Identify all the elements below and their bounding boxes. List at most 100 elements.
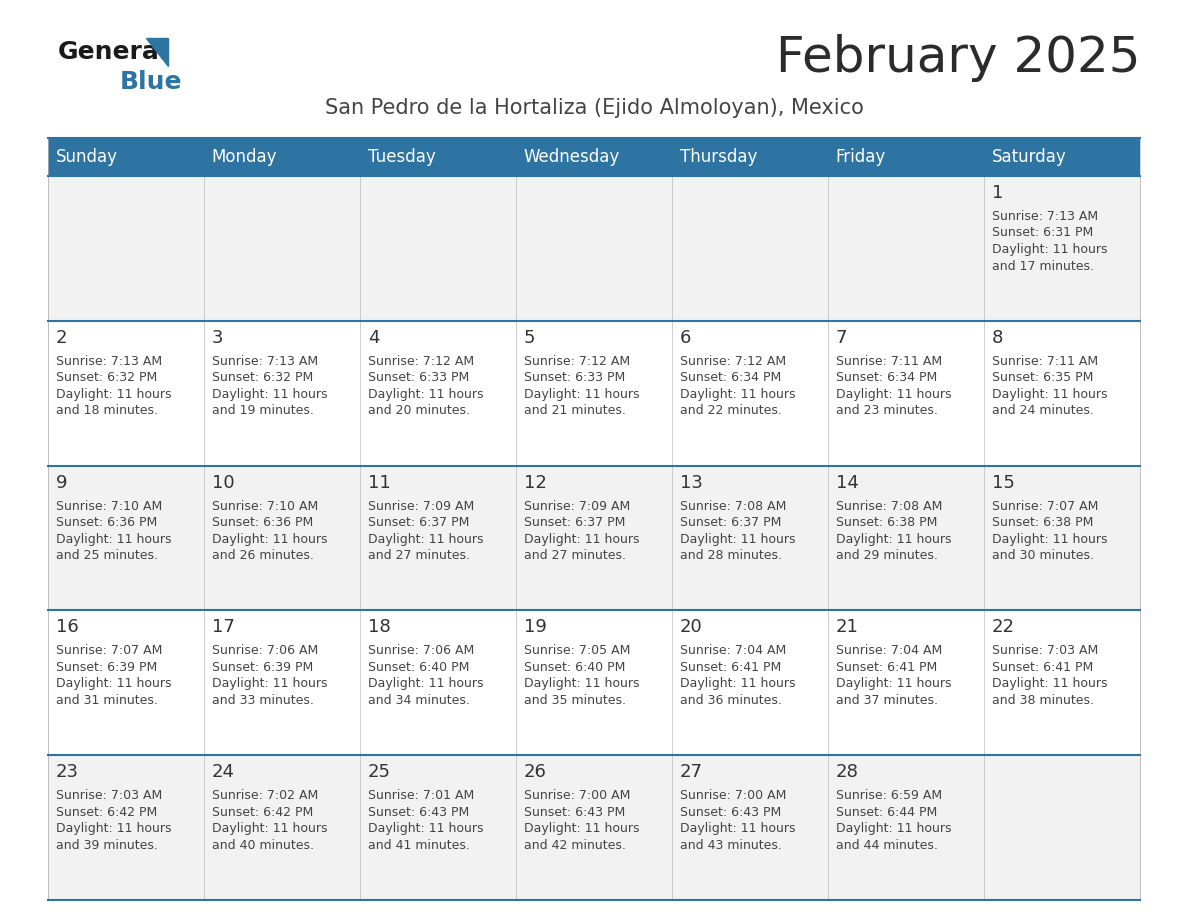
Bar [48, 176, 204, 320]
Text: 20: 20 [680, 619, 702, 636]
Text: and 36 minutes.: and 36 minutes. [680, 694, 782, 707]
Text: Sunset: 6:39 PM: Sunset: 6:39 PM [56, 661, 157, 674]
Text: 9: 9 [56, 474, 68, 492]
Text: 4: 4 [368, 329, 379, 347]
Text: Daylight: 11 hours: Daylight: 11 hours [992, 387, 1107, 401]
Text: and 19 minutes.: and 19 minutes. [211, 404, 314, 418]
Text: 10: 10 [211, 474, 234, 492]
Bar [828, 320, 984, 465]
Text: Sunset: 6:32 PM: Sunset: 6:32 PM [211, 371, 314, 385]
Text: 21: 21 [836, 619, 859, 636]
Text: Sunrise: 7:05 AM: Sunrise: 7:05 AM [524, 644, 630, 657]
Text: Sunrise: 7:02 AM: Sunrise: 7:02 AM [211, 789, 318, 802]
Bar [672, 465, 828, 610]
Text: Sunset: 6:38 PM: Sunset: 6:38 PM [836, 516, 937, 529]
Bar [672, 320, 828, 465]
Text: 11: 11 [368, 474, 391, 492]
Text: Daylight: 11 hours: Daylight: 11 hours [368, 823, 484, 835]
Text: Sunset: 6:34 PM: Sunset: 6:34 PM [680, 371, 781, 385]
Text: Daylight: 11 hours: Daylight: 11 hours [368, 677, 484, 690]
Text: and 40 minutes.: and 40 minutes. [211, 839, 314, 852]
Bar [516, 138, 672, 176]
Text: February 2025: February 2025 [776, 34, 1140, 82]
Text: and 44 minutes.: and 44 minutes. [836, 839, 937, 852]
Text: Daylight: 11 hours: Daylight: 11 hours [211, 677, 328, 690]
Text: 24: 24 [211, 763, 235, 781]
Text: Tuesday: Tuesday [368, 148, 436, 166]
Text: San Pedro de la Hortaliza (Ejido Almoloyan), Mexico: San Pedro de la Hortaliza (Ejido Almoloy… [324, 98, 864, 118]
Text: Sunset: 6:42 PM: Sunset: 6:42 PM [56, 806, 157, 819]
Bar [204, 610, 360, 756]
Bar [516, 176, 672, 320]
Text: Sunset: 6:33 PM: Sunset: 6:33 PM [524, 371, 625, 385]
Text: Sunrise: 7:08 AM: Sunrise: 7:08 AM [836, 499, 942, 512]
Text: Sunrise: 7:12 AM: Sunrise: 7:12 AM [524, 354, 630, 368]
Text: and 39 minutes.: and 39 minutes. [56, 839, 158, 852]
Text: 25: 25 [368, 763, 391, 781]
Text: Sunset: 6:44 PM: Sunset: 6:44 PM [836, 806, 937, 819]
Text: Daylight: 11 hours: Daylight: 11 hours [680, 387, 795, 401]
Text: 14: 14 [836, 474, 859, 492]
Polygon shape [146, 38, 168, 66]
Text: 3: 3 [211, 329, 223, 347]
Text: Sunset: 6:41 PM: Sunset: 6:41 PM [992, 661, 1093, 674]
Text: and 37 minutes.: and 37 minutes. [836, 694, 937, 707]
Text: and 28 minutes.: and 28 minutes. [680, 549, 782, 562]
Bar [828, 465, 984, 610]
Text: Daylight: 11 hours: Daylight: 11 hours [992, 532, 1107, 545]
Bar [204, 465, 360, 610]
Bar [204, 320, 360, 465]
Bar [360, 138, 516, 176]
Bar [984, 465, 1140, 610]
Text: Daylight: 11 hours: Daylight: 11 hours [56, 823, 171, 835]
Text: 26: 26 [524, 763, 546, 781]
Text: Daylight: 11 hours: Daylight: 11 hours [680, 823, 795, 835]
Text: 5: 5 [524, 329, 536, 347]
Text: Sunrise: 7:12 AM: Sunrise: 7:12 AM [368, 354, 474, 368]
Text: 15: 15 [992, 474, 1015, 492]
Text: Friday: Friday [836, 148, 886, 166]
Text: Saturday: Saturday [992, 148, 1067, 166]
Text: Sunday: Sunday [56, 148, 118, 166]
Bar [516, 320, 672, 465]
Text: Daylight: 11 hours: Daylight: 11 hours [56, 677, 171, 690]
Text: 12: 12 [524, 474, 546, 492]
Bar [360, 756, 516, 900]
Text: Daylight: 11 hours: Daylight: 11 hours [836, 387, 952, 401]
Text: Daylight: 11 hours: Daylight: 11 hours [680, 677, 795, 690]
Bar [672, 756, 828, 900]
Text: Daylight: 11 hours: Daylight: 11 hours [836, 677, 952, 690]
Text: Daylight: 11 hours: Daylight: 11 hours [524, 677, 639, 690]
Text: and 41 minutes.: and 41 minutes. [368, 839, 469, 852]
Bar [204, 138, 360, 176]
Text: and 35 minutes.: and 35 minutes. [524, 694, 626, 707]
Text: Daylight: 11 hours: Daylight: 11 hours [524, 532, 639, 545]
Text: and 42 minutes.: and 42 minutes. [524, 839, 626, 852]
Text: and 25 minutes.: and 25 minutes. [56, 549, 158, 562]
Text: and 26 minutes.: and 26 minutes. [211, 549, 314, 562]
Text: Sunrise: 7:11 AM: Sunrise: 7:11 AM [992, 354, 1098, 368]
Text: Sunset: 6:37 PM: Sunset: 6:37 PM [368, 516, 469, 529]
Text: Sunrise: 7:13 AM: Sunrise: 7:13 AM [56, 354, 162, 368]
Bar [828, 176, 984, 320]
Text: Sunset: 6:31 PM: Sunset: 6:31 PM [992, 227, 1093, 240]
Text: Sunrise: 7:13 AM: Sunrise: 7:13 AM [992, 210, 1098, 223]
Bar [48, 138, 204, 176]
Text: Sunset: 6:32 PM: Sunset: 6:32 PM [56, 371, 157, 385]
Text: Daylight: 11 hours: Daylight: 11 hours [211, 823, 328, 835]
Text: Sunrise: 7:04 AM: Sunrise: 7:04 AM [836, 644, 942, 657]
Text: Daylight: 11 hours: Daylight: 11 hours [992, 243, 1107, 256]
Text: Daylight: 11 hours: Daylight: 11 hours [211, 532, 328, 545]
Text: Sunrise: 7:11 AM: Sunrise: 7:11 AM [836, 354, 942, 368]
Text: 17: 17 [211, 619, 235, 636]
Text: and 30 minutes.: and 30 minutes. [992, 549, 1094, 562]
Text: Sunrise: 7:13 AM: Sunrise: 7:13 AM [211, 354, 318, 368]
Bar [672, 176, 828, 320]
Text: 7: 7 [836, 329, 847, 347]
Text: Sunrise: 7:12 AM: Sunrise: 7:12 AM [680, 354, 786, 368]
Text: Sunset: 6:35 PM: Sunset: 6:35 PM [992, 371, 1093, 385]
Text: 28: 28 [836, 763, 859, 781]
Text: and 27 minutes.: and 27 minutes. [524, 549, 626, 562]
Text: Blue: Blue [120, 70, 183, 94]
Text: Daylight: 11 hours: Daylight: 11 hours [836, 823, 952, 835]
